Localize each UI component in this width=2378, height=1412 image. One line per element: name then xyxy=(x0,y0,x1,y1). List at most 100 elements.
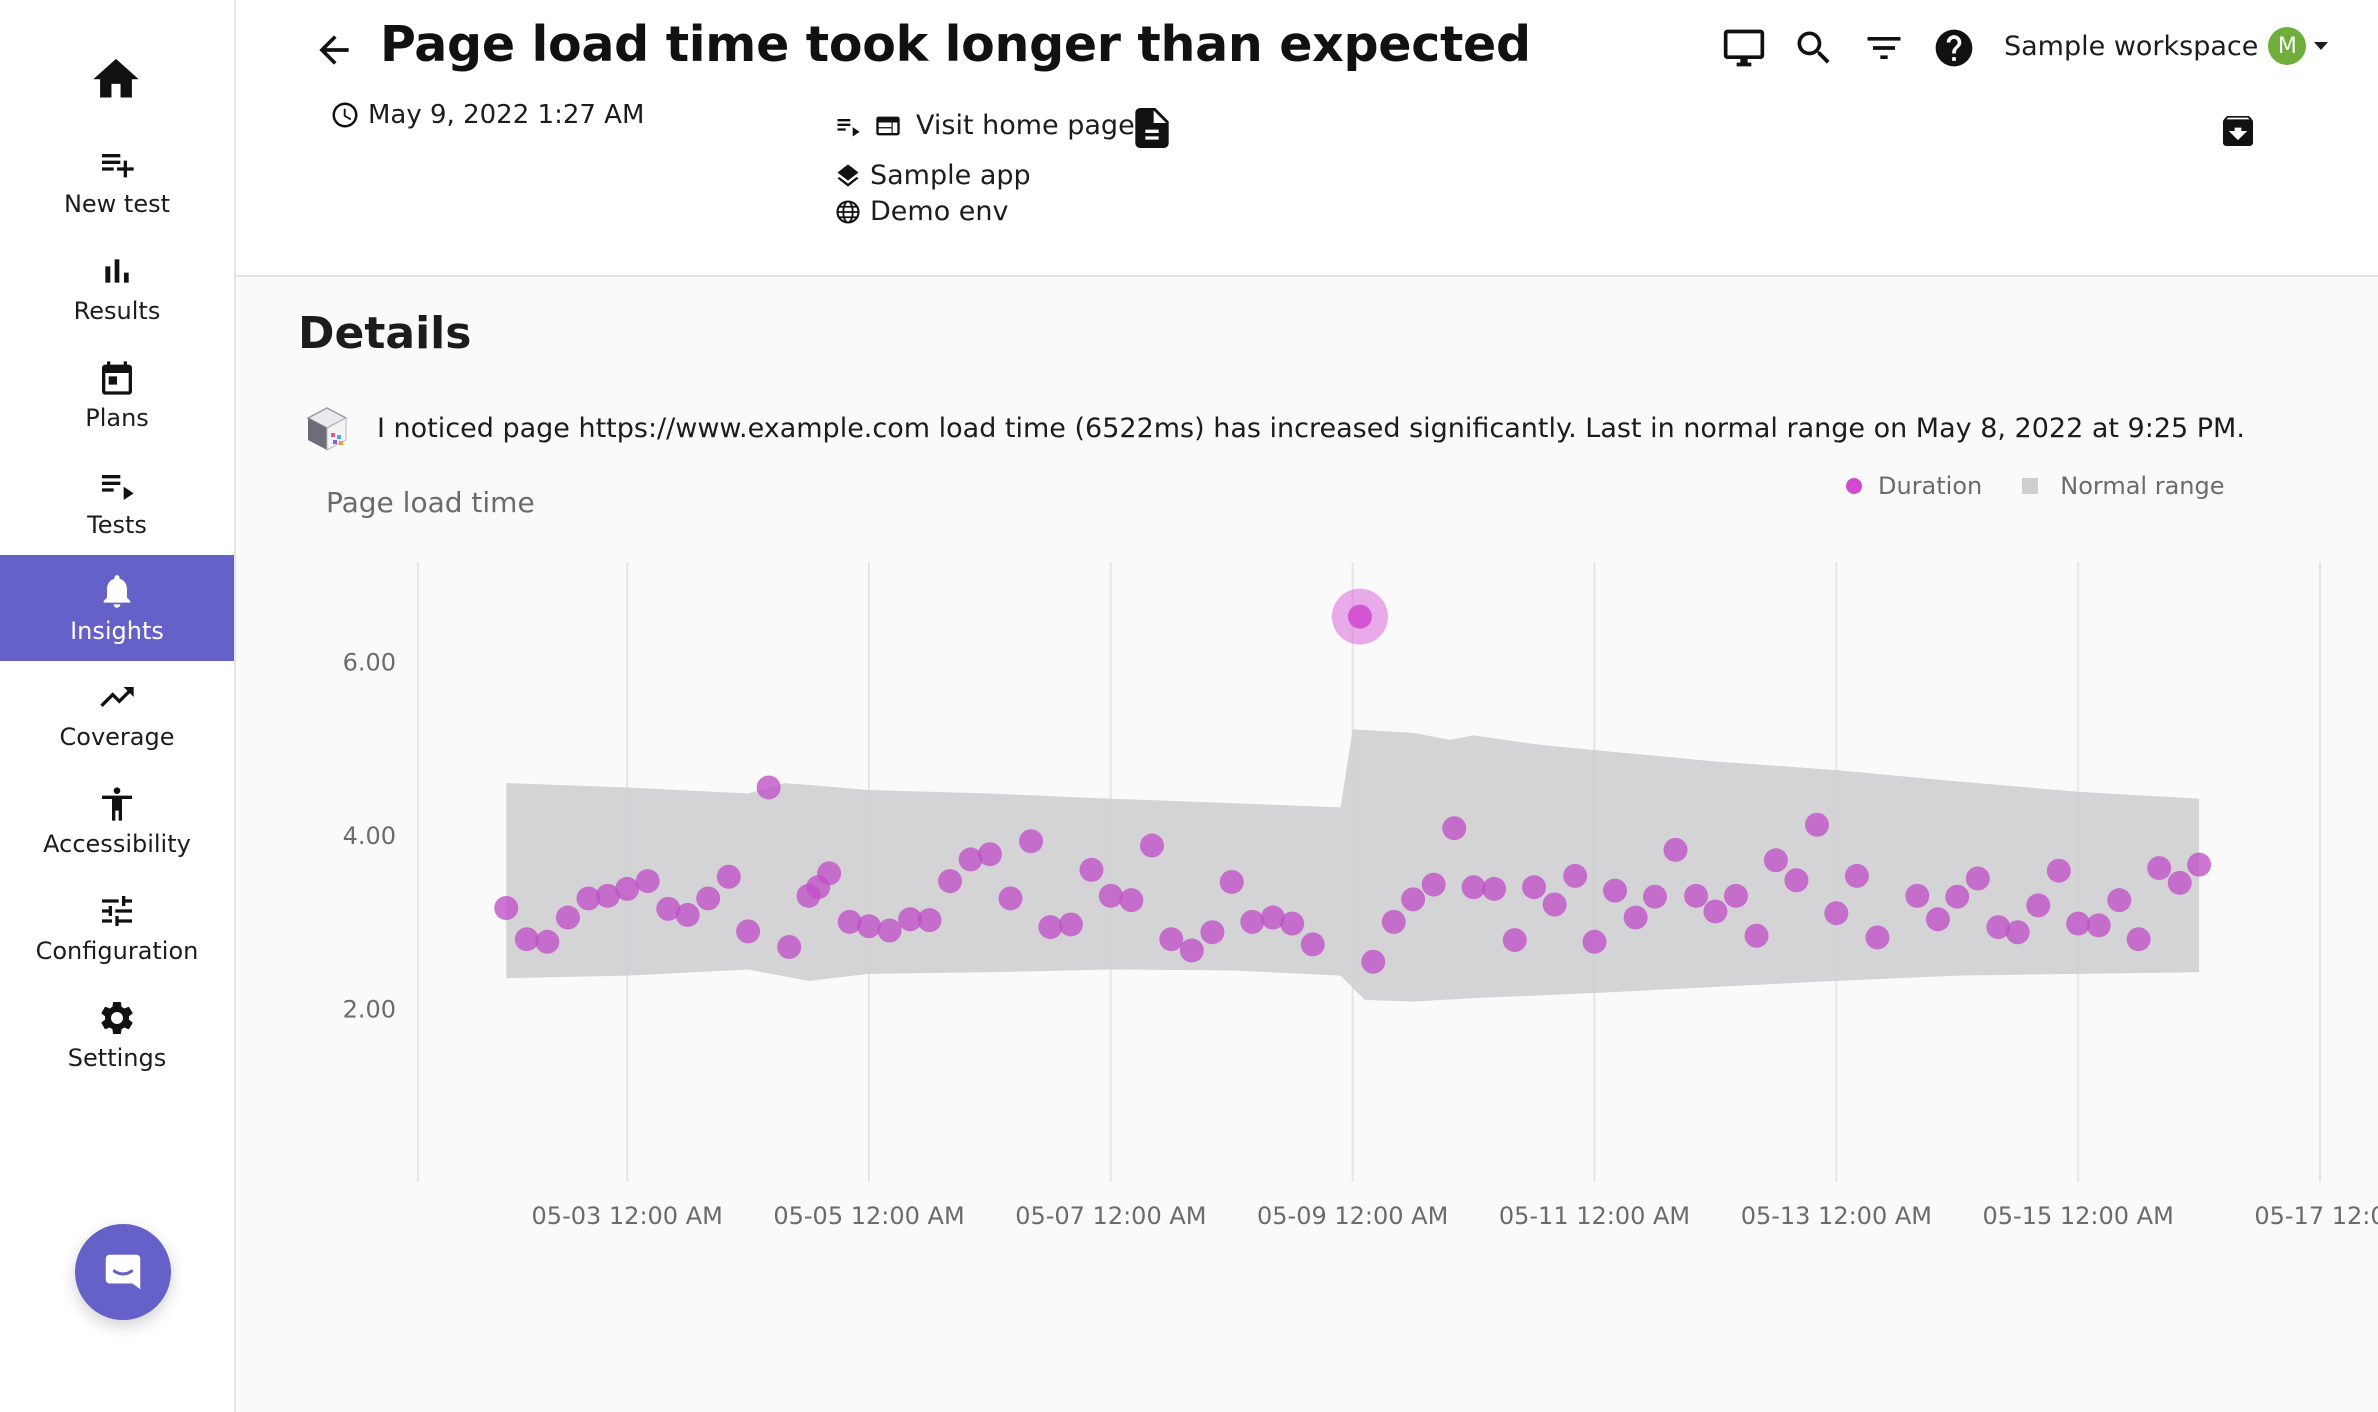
duration-point xyxy=(1804,812,1829,837)
page-title: Page load time took longer than expected xyxy=(380,16,1531,73)
back-arrow-icon[interactable] xyxy=(312,28,356,72)
workspace-name: Sample workspace xyxy=(2004,30,2259,62)
test-link[interactable]: Visit home page xyxy=(834,110,1135,141)
accessibility-icon xyxy=(102,787,132,821)
duration-point xyxy=(1623,905,1648,930)
page-header: Page load time took longer than expected… xyxy=(236,0,2378,277)
sidebar-item-label: New test xyxy=(63,190,171,218)
insight-message: I noticed page https://www.example.com l… xyxy=(377,413,2245,444)
duration-point xyxy=(777,935,802,960)
playlist-play-icon xyxy=(102,475,134,500)
duration-point xyxy=(1019,829,1044,854)
duration-point xyxy=(675,902,700,927)
duration-point xyxy=(2086,913,2111,938)
clock-icon xyxy=(332,102,358,128)
duration-point xyxy=(1098,883,1123,908)
sidebar-item-label: Settings xyxy=(67,1044,167,1072)
filter-icon[interactable] xyxy=(1862,26,1906,70)
duration-point xyxy=(494,895,519,920)
help-icon[interactable] xyxy=(1932,26,1976,70)
duration-point xyxy=(2026,893,2051,918)
details-heading: Details xyxy=(298,308,472,359)
home-button[interactable] xyxy=(0,42,232,112)
x-tick-label: 05-17 12:0 xyxy=(2254,1202,2378,1230)
normal-range-band xyxy=(506,729,2200,1002)
date-text: May 9, 2022 1:27 AM xyxy=(368,100,645,130)
duration-point xyxy=(1522,875,1547,900)
duration-point xyxy=(656,896,681,921)
duration-point xyxy=(1300,932,1325,957)
gear-icon xyxy=(101,1002,133,1034)
duration-point xyxy=(535,929,560,954)
sidebar-item-tests[interactable]: Tests xyxy=(0,449,234,555)
duration-point xyxy=(1442,816,1467,841)
home-icon xyxy=(93,58,139,98)
duration-point xyxy=(1965,866,1990,891)
sidebar-item-label: Results xyxy=(73,297,161,325)
workspace-switcher[interactable]: Sample workspace M xyxy=(2004,27,2329,65)
duration-point xyxy=(2005,920,2030,945)
duration-point xyxy=(1058,912,1083,937)
legend-normal-range-label: Normal range xyxy=(2060,472,2225,500)
x-tick-label: 05-05 12:00 AM xyxy=(773,1202,964,1230)
duration-point xyxy=(1280,911,1305,936)
duration-point xyxy=(998,886,1023,911)
search-icon[interactable] xyxy=(1792,26,1836,70)
sidebar-item-accessibility[interactable]: Accessibility xyxy=(0,768,234,874)
sidebar: New test Results Plans Tests Insights Co… xyxy=(0,0,236,1412)
duration-point xyxy=(1461,875,1486,900)
duration-point xyxy=(817,861,842,886)
legend-duration-label: Duration xyxy=(1878,472,1983,500)
duration-point xyxy=(1663,837,1688,862)
sidebar-item-label: Tests xyxy=(87,511,147,539)
duration-point xyxy=(1563,863,1588,888)
duration-point xyxy=(1642,884,1667,909)
duration-point xyxy=(635,869,660,894)
trending-up-icon xyxy=(100,687,134,707)
caret-down-icon xyxy=(2314,42,2329,50)
duration-point xyxy=(2107,888,2132,913)
sidebar-item-new-test[interactable]: New test xyxy=(0,128,234,234)
duration-point xyxy=(576,886,601,911)
duration-point xyxy=(1582,929,1607,954)
sidebar-item-label: Plans xyxy=(85,404,149,432)
sidebar-item-settings[interactable]: Settings xyxy=(0,982,234,1088)
duration-point xyxy=(1119,888,1144,913)
duration-point xyxy=(1179,938,1204,963)
sidebar-item-coverage[interactable]: Coverage xyxy=(0,661,234,767)
playlist-add-icon xyxy=(102,154,134,178)
duration-point xyxy=(736,919,761,944)
layers-icon xyxy=(837,163,859,187)
chat-icon xyxy=(105,1254,141,1290)
sidebar-item-results[interactable]: Results xyxy=(0,235,234,341)
duration-point xyxy=(1200,920,1225,945)
bot-avatar-icon xyxy=(306,407,348,451)
duration-point xyxy=(1139,833,1164,858)
tune-icon xyxy=(102,896,132,926)
duration-point xyxy=(716,864,741,889)
x-tick-label: 05-13 12:00 AM xyxy=(1741,1202,1932,1230)
duration-point xyxy=(1945,884,1970,909)
sidebar-item-plans[interactable]: Plans xyxy=(0,342,234,448)
duration-point xyxy=(2046,858,2071,883)
x-tick-label: 05-03 12:00 AM xyxy=(532,1202,723,1230)
document-icon[interactable] xyxy=(1134,108,1170,148)
monitor-icon[interactable] xyxy=(1722,26,1766,70)
sidebar-item-configuration[interactable]: Configuration xyxy=(0,875,234,981)
sidebar-item-label: Coverage xyxy=(59,723,175,751)
duration-point xyxy=(1905,883,1930,908)
duration-point xyxy=(1925,907,1950,932)
duration-point xyxy=(1159,927,1184,952)
duration-point xyxy=(756,775,781,800)
y-tick-label: 4.00 xyxy=(343,822,396,850)
duration-point xyxy=(958,847,983,872)
duration-point xyxy=(1421,872,1446,897)
x-tick-label: 05-11 12:00 AM xyxy=(1499,1202,1690,1230)
archive-icon[interactable] xyxy=(2218,110,2258,152)
duration-point xyxy=(514,927,539,952)
duration-point xyxy=(2066,911,2091,936)
duration-point xyxy=(1986,915,2011,940)
chat-launcher-button[interactable] xyxy=(75,1224,171,1320)
duration-point xyxy=(2126,927,2151,952)
sidebar-item-insights[interactable]: Insights xyxy=(0,555,234,661)
